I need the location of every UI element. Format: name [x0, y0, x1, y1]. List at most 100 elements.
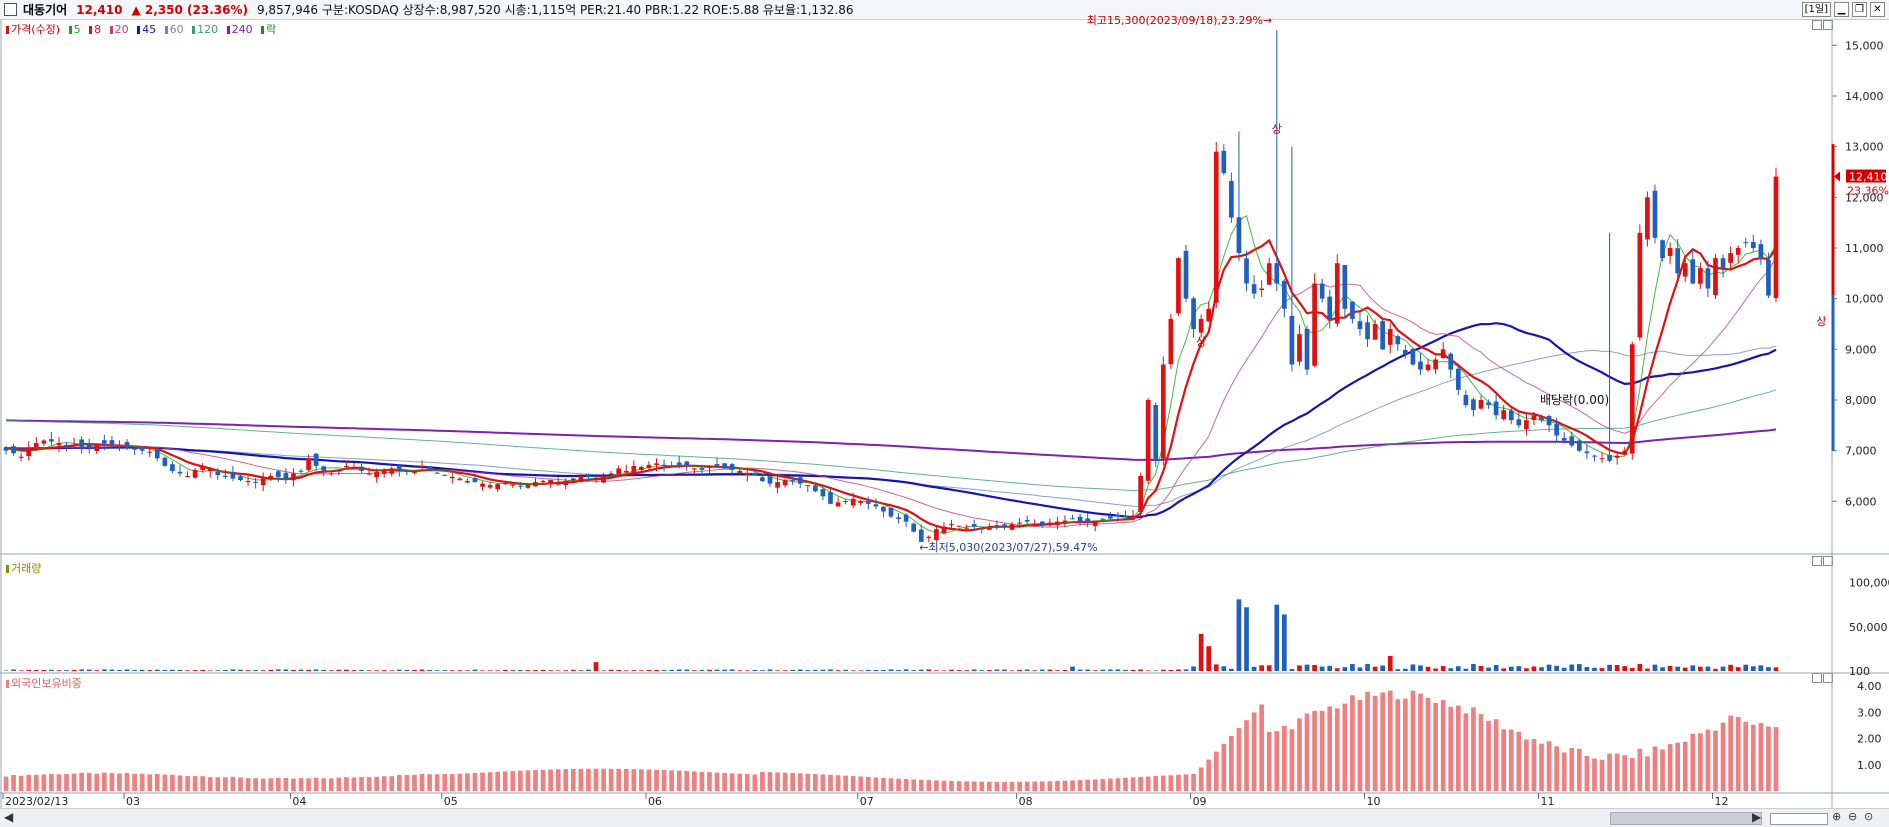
foreign-bar	[1153, 776, 1159, 791]
candle	[374, 468, 379, 483]
candle	[33, 437, 39, 451]
foreign-bar	[1546, 741, 1552, 791]
candle	[359, 463, 364, 473]
candle-body	[1758, 244, 1764, 259]
y-tick-label: 9,000	[1845, 343, 1877, 356]
stock-header: 대동기어 12,410 ▲ 2,350 (23.36%) 9,857,946 구…	[0, 0, 1889, 20]
restore-icon[interactable]: ❐	[1852, 2, 1867, 17]
zoom-out-icon[interactable]: ⊖	[1848, 810, 1858, 823]
volume-bar	[1569, 664, 1575, 671]
y-tick-label: 7,000	[1845, 445, 1877, 458]
volume-bar	[1418, 665, 1423, 671]
legend-ma5[interactable]: 5	[68, 23, 81, 36]
foreign-bar	[1024, 781, 1030, 791]
foreign-bar	[1032, 781, 1038, 791]
ma-line-120	[5, 389, 1777, 492]
candle	[1259, 280, 1264, 298]
volume-bar	[707, 669, 712, 671]
volume-bar	[555, 670, 561, 671]
x-tick-label: 2023/02/13	[5, 795, 68, 808]
candle	[170, 461, 175, 474]
panel-minimize-icon[interactable]	[1812, 20, 1822, 30]
volume-bar	[177, 670, 183, 671]
volume-bar	[699, 669, 705, 671]
candle-body	[684, 461, 690, 466]
volume-bar	[253, 670, 258, 671]
current-pct-label: 23.36%	[1847, 185, 1889, 198]
candle	[1448, 352, 1454, 379]
foreign-bar	[101, 772, 107, 791]
candle	[843, 498, 848, 505]
close-icon[interactable]: ✕	[1870, 2, 1885, 17]
foreign-bar	[1327, 706, 1333, 791]
zoom-reset-icon[interactable]: ⊙	[1864, 810, 1874, 823]
foreign-bar	[117, 773, 122, 791]
volume-bar	[1758, 665, 1764, 671]
candle-body	[200, 465, 206, 470]
foreign-bar	[934, 780, 939, 791]
candle	[586, 473, 591, 482]
scroll-right-icon[interactable]: ▶	[1752, 810, 1762, 824]
foreign-bar	[555, 769, 561, 791]
candle-body	[359, 466, 364, 471]
candle-body	[1153, 405, 1159, 461]
foreign-bar	[1660, 749, 1665, 791]
candle-body	[1584, 451, 1590, 454]
candle	[1425, 359, 1431, 372]
volume-bar	[1266, 665, 1272, 671]
zoom-slider[interactable]	[1770, 813, 1828, 825]
legend-ma240[interactable]: 240	[226, 23, 253, 36]
scroll-thumb[interactable]	[1610, 812, 1762, 825]
candle-body	[480, 483, 485, 487]
foreign-bar	[389, 776, 395, 791]
select-checkbox[interactable]	[4, 3, 17, 16]
candle	[1009, 521, 1015, 531]
volume-bar	[608, 669, 614, 671]
volume-bar	[1380, 665, 1386, 671]
candle-body	[949, 524, 954, 526]
volume-bar	[366, 670, 372, 671]
candle-body	[1629, 344, 1635, 454]
foreign-bar	[79, 772, 84, 791]
volume-bar	[631, 670, 637, 671]
legend-ma20[interactable]: 20	[109, 23, 129, 36]
minimize-icon[interactable]: ▁	[1834, 2, 1849, 17]
candle-body	[283, 472, 289, 481]
foreign-bar	[1319, 710, 1325, 791]
stock-chart[interactable]: 6,000 7,000 8,000 9,000 10,000 11,000 12,000 13…	[0, 0, 1889, 808]
candle-body	[1251, 284, 1257, 294]
candle	[1607, 232, 1612, 463]
candle	[623, 464, 629, 476]
zoom-in-icon[interactable]: ⊕	[1832, 810, 1842, 823]
volume-bar	[941, 670, 947, 671]
legend-ma8[interactable]: 8	[89, 23, 101, 36]
candle	[850, 492, 856, 509]
legend-ex[interactable]: 락	[261, 23, 276, 36]
volume-bar	[1652, 664, 1658, 671]
period-button[interactable]: [1일]	[1801, 2, 1831, 17]
candle	[139, 445, 145, 455]
ma-line-8	[5, 238, 1777, 532]
legend-ma60[interactable]: 60	[164, 23, 184, 36]
candle-body	[676, 462, 682, 465]
candle-body	[253, 481, 258, 483]
candle-body	[1395, 336, 1401, 345]
candle	[351, 463, 357, 469]
candle	[480, 481, 485, 491]
candle-body	[1319, 283, 1325, 299]
candle-body	[1281, 280, 1287, 309]
candle	[1380, 319, 1386, 351]
candle	[1350, 300, 1355, 324]
volume-bar	[964, 670, 969, 671]
volume-bar	[828, 669, 833, 671]
annotations: 최고15,300(2023/09/18),23.29%→ ←최저5,030(202…	[919, 14, 1889, 554]
legend-ma120[interactable]: 120	[192, 23, 218, 36]
panel-minimize-icon[interactable]	[1812, 556, 1822, 566]
legend-ma45[interactable]: 45	[137, 23, 156, 36]
legend-price[interactable]: 가격(수정)	[6, 23, 60, 36]
foreign-bar	[404, 774, 410, 791]
candle	[714, 457, 720, 467]
volume-bar	[903, 669, 909, 671]
scroll-left-icon[interactable]: ◀	[4, 810, 14, 824]
foreign-bar	[593, 768, 599, 791]
